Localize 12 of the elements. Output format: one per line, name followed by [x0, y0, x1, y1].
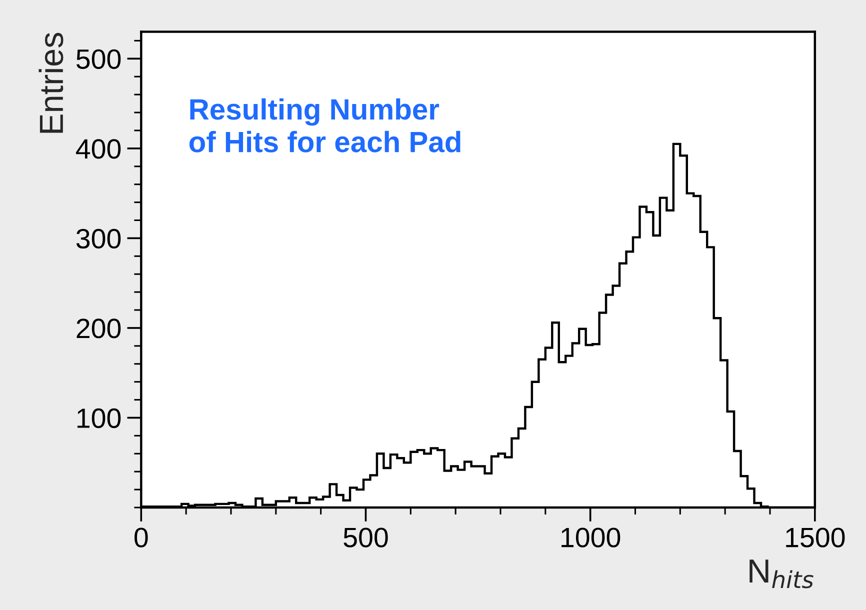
y-tick-label: 100	[77, 408, 121, 428]
annotation: Resulting Number of Hits for each Pad	[189, 98, 460, 152]
x-tick-label: 0	[134, 528, 148, 548]
x-axis-title: N$_{hits}$	[750, 560, 814, 588]
y-axis-title: Entries	[38, 32, 64, 133]
y-tick-label: 300	[76, 228, 121, 249]
y-tick-label: 200	[76, 318, 121, 338]
y-tick-label: 500	[76, 49, 121, 69]
x-tick-label: 1500	[786, 528, 845, 548]
x-tick-label: 500	[344, 528, 388, 548]
y-tick-label: 400	[76, 139, 121, 159]
x-tick-label: 1000	[562, 528, 620, 548]
